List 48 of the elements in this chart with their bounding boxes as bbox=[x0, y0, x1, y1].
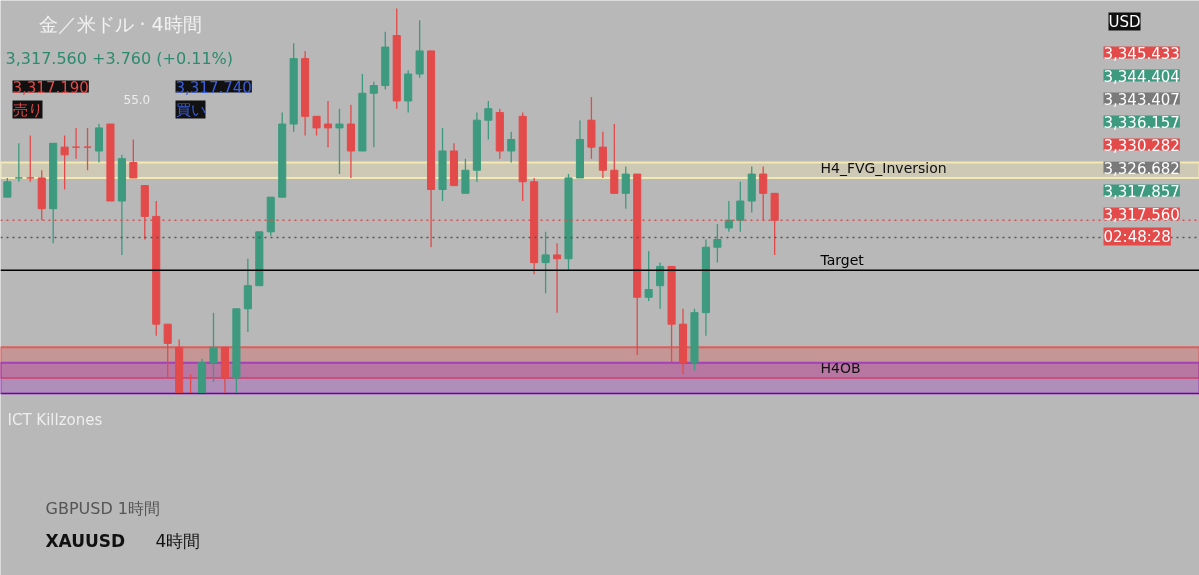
candlestick bbox=[26, 134, 35, 183]
candlestick bbox=[415, 19, 424, 79]
candlestick bbox=[312, 115, 321, 137]
candlestick bbox=[484, 100, 493, 141]
text: 3,336.157 bbox=[1103, 113, 1180, 132]
candlestick bbox=[243, 258, 252, 333]
candlestick bbox=[14, 142, 23, 183]
band-label: H4_FVG_Inversion bbox=[820, 159, 947, 176]
ref-line-label: Target bbox=[819, 252, 865, 269]
band-label: H4OB bbox=[820, 360, 861, 377]
text: 3,330.282 bbox=[1103, 136, 1180, 155]
candlestick bbox=[72, 127, 81, 160]
candlestick bbox=[335, 108, 344, 175]
candlestick bbox=[736, 181, 745, 233]
candlestick bbox=[610, 123, 619, 194]
candlestick bbox=[724, 200, 733, 233]
text: 3,345.433 bbox=[1103, 44, 1180, 63]
candlestick bbox=[163, 323, 172, 379]
text: XAUUSD bbox=[45, 530, 126, 551]
candlestick bbox=[541, 231, 550, 295]
candlestick bbox=[644, 250, 653, 302]
candlestick bbox=[83, 127, 92, 171]
candlestick bbox=[598, 131, 607, 179]
candlestick bbox=[621, 165, 630, 210]
text: 3,317.560 02:48:28 bbox=[1103, 205, 1180, 246]
candlestick bbox=[60, 134, 69, 191]
text: 3,326.682 bbox=[1103, 159, 1180, 178]
candlestick bbox=[94, 123, 104, 164]
candlestick bbox=[129, 138, 138, 179]
candlestick bbox=[507, 131, 516, 164]
text: USD bbox=[1108, 12, 1141, 31]
annotation: 3,317.190 売り bbox=[12, 78, 89, 119]
annotation: 3,317.740 買い bbox=[175, 78, 252, 119]
candlestick bbox=[461, 158, 470, 194]
text: GBPUSD 1時間 bbox=[45, 498, 160, 518]
candlestick bbox=[656, 261, 665, 310]
text: 3,317.857 bbox=[1103, 182, 1180, 201]
text: 3,344.404 bbox=[1103, 67, 1180, 86]
candlestick bbox=[369, 81, 378, 148]
text: 3,317.560 +3.760 (+0.11%) bbox=[5, 48, 234, 68]
chart-title: 金／米ドル · 4時間 bbox=[38, 12, 202, 35]
candlestick bbox=[323, 100, 333, 148]
text: 3,343.407 bbox=[1103, 90, 1180, 109]
candlestick bbox=[713, 223, 722, 264]
candlestick bbox=[553, 242, 562, 314]
candlestick bbox=[3, 177, 12, 198]
text: 4時間 bbox=[155, 530, 201, 551]
candlestick bbox=[209, 311, 218, 383]
